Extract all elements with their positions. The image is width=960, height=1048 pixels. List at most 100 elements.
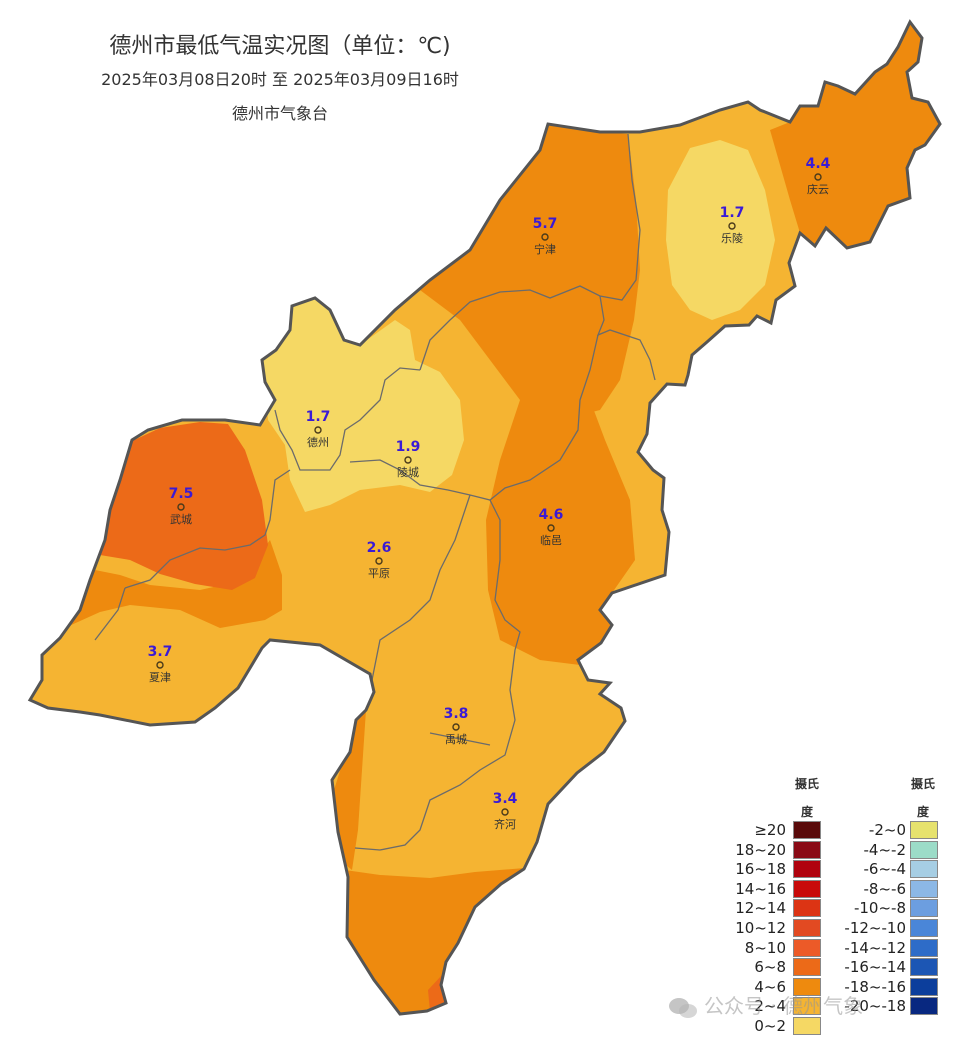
station-value: 1.7 (306, 409, 331, 425)
station-8: 3.7 夏津 (148, 644, 173, 684)
map-title: 德州市最低气温实况图（单位：℃) (109, 34, 451, 59)
station-name: 平原 (368, 567, 390, 580)
county-borders (94, 133, 656, 851)
legend-cold-label: -16~-14 (844, 958, 906, 977)
station-value: 3.7 (148, 644, 173, 660)
station-value: 2.6 (367, 540, 392, 556)
legend-warm-label: 12~14 (735, 899, 786, 918)
station-2: 1.7 乐陵 (720, 205, 745, 245)
station-dot (177, 503, 185, 511)
watermark-text: 公众号 · 德州气象 (704, 994, 864, 1018)
legend-cold-swatch (910, 840, 938, 859)
legend-warm-label: 10~12 (735, 919, 786, 937)
station-dot (541, 233, 549, 241)
legend-cold-label: -8~-6 (863, 879, 906, 898)
station-6: 2.6 平原 (367, 540, 392, 580)
legend-unit-left-line2: 度 (800, 805, 813, 819)
station-value: 4.6 (539, 507, 564, 523)
station-name: 宁津 (534, 242, 556, 256)
station-dot (547, 524, 555, 532)
station-name: 禹城 (445, 733, 467, 746)
station-value: 7.5 (169, 486, 194, 502)
legend-warm-swatch (793, 1017, 821, 1035)
map-time-range: 2025年03月08日20时 至 2025年03月09日16时 (101, 70, 459, 89)
station-0: 4.4 庆云 (806, 156, 831, 196)
legend-unit-left-line1: 摄氏 (794, 777, 819, 791)
station-name: 乐陵 (721, 232, 743, 245)
legend-warm-swatch (793, 958, 821, 977)
station-value: 3.8 (444, 706, 469, 722)
legend-cold-label: -10~-8 (853, 899, 906, 918)
station-5: 7.5 武城 (169, 486, 194, 526)
legend-cold-swatch (910, 919, 938, 937)
legend-cold-swatch (910, 938, 938, 957)
legend-cold-swatch (910, 899, 938, 918)
station-name: 陵城 (397, 466, 419, 479)
station-value: 3.4 (493, 791, 518, 807)
legend-warm-swatch (793, 860, 821, 879)
legend-cold-label: -20~-18 (844, 997, 906, 1016)
station-dot (452, 723, 460, 731)
legend-unit-right-line2: 度 (916, 805, 929, 819)
legend-warm-swatch (793, 840, 821, 859)
legend-warm-swatch (793, 977, 821, 996)
legend-warm-label: 6~8 (754, 958, 786, 977)
station-dot (156, 661, 164, 669)
station-dot (314, 426, 322, 434)
legend-cold-label: -4~-2 (863, 840, 906, 859)
watermark: 公众号 · 德州气象 (668, 990, 863, 1020)
legend-warm-label: 14~16 (735, 879, 786, 898)
legend-warm-label: ≥20 (754, 821, 786, 839)
legend-warm-label: 18~20 (735, 840, 786, 859)
station-9: 3.8 禹城 (444, 706, 469, 746)
band-0-2-northwest (262, 298, 464, 512)
station-dot (404, 456, 412, 464)
legend-warm-swatch (793, 899, 821, 918)
legend-warm-label: 16~18 (735, 860, 786, 879)
station-name: 夏津 (149, 671, 171, 684)
band-0-2-northeast (666, 140, 775, 320)
station-name: 齐河 (494, 817, 516, 831)
station-value: 5.7 (533, 216, 558, 232)
band-4-6-south (345, 842, 537, 1014)
station-dot (501, 808, 509, 816)
station-3: 1.7 德州 (306, 409, 331, 449)
legend-unit-left: 摄氏 度 (787, 770, 827, 826)
legend-warm-swatch (793, 919, 821, 937)
wechat-icon (669, 997, 697, 1018)
band-4-6-northeast (770, 22, 940, 248)
station-name: 庆云 (807, 182, 829, 196)
legend-cold-label: -14~-12 (844, 938, 906, 957)
station-1: 5.7 宁津 (533, 216, 558, 256)
station-dot (728, 222, 736, 230)
band-4-6-east (486, 395, 635, 665)
station-name: 临邑 (540, 533, 562, 547)
legend-cold-label: -18~-16 (844, 977, 906, 996)
map-organization: 德州市气象台 (231, 104, 328, 123)
station-10: 3.4 齐河 (493, 791, 518, 831)
legend-warm-label: 8~10 (744, 938, 786, 957)
station-value: 1.9 (396, 439, 421, 455)
legend-cold-label: -2~0 (868, 821, 906, 839)
station-7: 4.6 临邑 (539, 507, 564, 547)
legend-unit-right: 摄氏 度 (903, 770, 943, 826)
legend-cold-swatch (910, 860, 938, 879)
station-dot (814, 173, 822, 181)
station-value: 1.7 (720, 205, 745, 221)
station-value: 4.4 (806, 156, 831, 172)
legend-cold-label: -6~-4 (863, 860, 906, 879)
band-4-6-north (420, 124, 640, 420)
legend-cold-swatch (910, 879, 938, 898)
legend-warm-label: 2~4 (754, 997, 786, 1016)
legend-warm-label: 0~2 (754, 1017, 786, 1035)
legend-warm-swatch (793, 997, 821, 1016)
legend-warm-swatch (793, 879, 821, 898)
legend-cold-swatch (910, 821, 938, 839)
station-4: 1.9 陵城 (396, 439, 421, 479)
legend-warm-swatch (793, 938, 821, 957)
station-markers: 4.4 庆云 5.7 宁津 1.7 乐陵 1.7 德州 1.9 陵城 7.5 武城 2.6 平原 4.6 临邑… (148, 156, 831, 831)
station-name: 武城 (170, 513, 192, 526)
legend-cold-swatch (910, 977, 938, 996)
